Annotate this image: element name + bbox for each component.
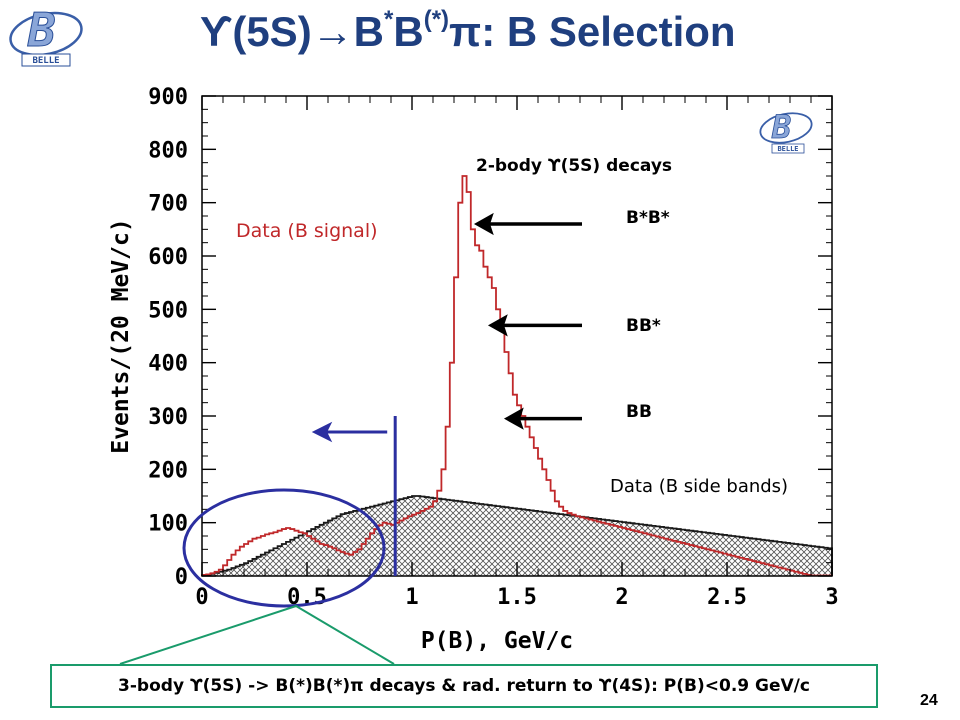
inner-logo-ring bbox=[759, 112, 813, 144]
y-tick-label: 900 bbox=[148, 85, 188, 110]
signal-label: Data (B signal) bbox=[236, 220, 378, 242]
two-body-label: 2-body ϒ(5S) decays bbox=[476, 156, 673, 176]
y-tick-label: 200 bbox=[148, 458, 188, 483]
x-tick-label: 2.5 bbox=[707, 585, 747, 610]
y-tick-label: 300 bbox=[148, 405, 188, 430]
y-axis-label: Events/(20 MeV/c) bbox=[108, 218, 134, 453]
belle-logo: B BELLE bbox=[9, 4, 83, 67]
page-number: 24 bbox=[920, 692, 938, 709]
sideband-label: Data (B side bands) bbox=[610, 476, 789, 497]
x-tick-label: 0 bbox=[195, 585, 208, 610]
cut-arrow-head bbox=[311, 421, 333, 443]
bbs-label: BB* bbox=[626, 316, 661, 336]
x-tick-label: 2 bbox=[615, 585, 628, 610]
y-tick-label: 600 bbox=[148, 245, 188, 270]
sideband-fill bbox=[202, 496, 832, 576]
y-tick-label: 500 bbox=[148, 298, 188, 323]
y-tick-label: 0 bbox=[175, 565, 188, 590]
y-tick-label: 800 bbox=[148, 138, 188, 163]
peak-arrow-head bbox=[487, 314, 508, 337]
title-mid: B bbox=[393, 8, 424, 55]
belle-logo-text: BELLE bbox=[32, 56, 59, 66]
callout-lines bbox=[119, 604, 395, 665]
inner-logo-letter: B bbox=[771, 108, 791, 146]
title-suffix: π: B Selection bbox=[449, 8, 736, 55]
inner-logo-text: BELLE bbox=[777, 145, 798, 153]
x-tick-label: 1.5 bbox=[497, 585, 537, 610]
x-axis-label: P(B), GeV/c bbox=[421, 628, 573, 654]
x-tick-label: 3 bbox=[825, 585, 838, 610]
inner-logo-plate bbox=[771, 143, 805, 154]
signal-histogram bbox=[201, 175, 833, 577]
low-momentum-ellipse bbox=[182, 488, 386, 608]
title-sup-1: * bbox=[384, 6, 394, 33]
y-tick-label: 100 bbox=[148, 512, 188, 537]
peak-arrow-head bbox=[473, 212, 494, 236]
page-title: ϒ(5S)→B*B(*)π: B Selection bbox=[200, 6, 820, 56]
title-sup-2: (*) bbox=[423, 6, 450, 33]
y-tick-label: 700 bbox=[148, 192, 188, 217]
bb-label: BB bbox=[626, 402, 652, 422]
three-body-callout: 3-body ϒ(5S) -> B(*)B(*)π decays & rad. … bbox=[50, 664, 878, 708]
title-prefix: ϒ(5S)→B bbox=[200, 8, 385, 55]
svg-text:B: B bbox=[27, 4, 56, 57]
x-tick-label: 1 bbox=[405, 585, 418, 610]
y-tick-label: 400 bbox=[148, 352, 188, 377]
bsbs-label: B*B* bbox=[626, 208, 670, 228]
peak-arrow-head bbox=[503, 407, 524, 430]
